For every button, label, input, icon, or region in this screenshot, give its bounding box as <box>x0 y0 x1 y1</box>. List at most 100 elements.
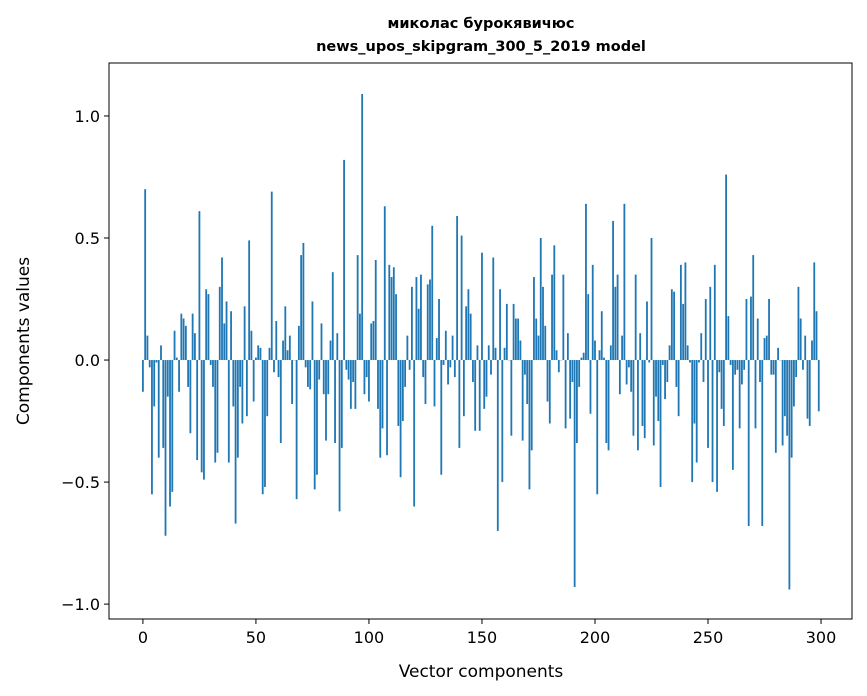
bar-115 <box>401 360 404 422</box>
bar-14 <box>173 330 176 361</box>
bar-159 <box>501 360 504 483</box>
x-tick-label: 250 <box>693 628 724 647</box>
bar-27 <box>203 360 205 480</box>
bar-267 <box>745 299 748 361</box>
bar-186 <box>562 274 565 361</box>
bar-283 <box>781 360 784 446</box>
bar-135 <box>447 360 449 385</box>
bar-31 <box>212 360 214 387</box>
bar-298 <box>815 311 818 361</box>
bar-39 <box>230 311 232 361</box>
bar-79 <box>320 323 323 361</box>
bar-212 <box>621 335 624 361</box>
bar-288 <box>793 360 795 407</box>
bar-114 <box>399 360 402 478</box>
bar-225 <box>650 238 653 361</box>
bar-77 <box>316 360 318 475</box>
bar-137 <box>451 335 454 361</box>
bar-102 <box>372 320 375 361</box>
bar-70 <box>300 255 303 361</box>
bar-216 <box>630 360 633 392</box>
bar-83 <box>329 340 332 361</box>
bar-64 <box>286 350 289 361</box>
bar-98 <box>363 360 366 395</box>
bar-295 <box>808 360 811 426</box>
bar-286 <box>788 360 791 590</box>
bar-38 <box>227 360 230 463</box>
bar-56 <box>268 347 271 361</box>
bar-207 <box>609 345 612 361</box>
bar-53 <box>261 360 264 495</box>
bar-54 <box>264 360 266 487</box>
bar-268 <box>747 360 750 527</box>
bar-109 <box>388 264 391 361</box>
bar-246 <box>698 360 700 363</box>
bar-208 <box>612 220 614 361</box>
bar-195 <box>582 352 585 361</box>
bar-241 <box>686 345 689 361</box>
bar-169 <box>524 360 526 375</box>
bar-49 <box>252 360 255 402</box>
bar-143 <box>465 306 468 361</box>
bar-199 <box>591 264 594 361</box>
bar-51 <box>257 345 260 361</box>
bar-201 <box>596 360 599 495</box>
bar-89 <box>343 159 345 361</box>
bar-276 <box>765 335 768 361</box>
bar-235 <box>673 291 676 361</box>
bar-63 <box>284 306 287 361</box>
bar-46 <box>245 360 248 417</box>
bar-157 <box>496 360 499 531</box>
bar-272 <box>756 318 759 361</box>
bar-181 <box>551 274 553 361</box>
bar-11 <box>166 360 169 397</box>
bar-92 <box>349 360 352 409</box>
bar-19 <box>184 325 187 361</box>
x-axis-label: Vector components <box>399 662 564 682</box>
bar-287 <box>790 360 793 458</box>
bar-237 <box>677 360 680 417</box>
bar-24 <box>196 360 199 461</box>
bar-228 <box>657 360 660 422</box>
bar-8 <box>160 345 162 361</box>
chart-title-line-1: миколас бурокявичюс <box>388 16 575 32</box>
bar-37 <box>225 301 228 361</box>
bar-113 <box>397 360 400 426</box>
bar-278 <box>770 360 773 375</box>
bar-151 <box>483 360 486 409</box>
bar-45 <box>243 306 246 361</box>
bar-152 <box>485 360 488 397</box>
bar-95 <box>356 255 359 361</box>
bar-112 <box>395 294 397 361</box>
bar-72 <box>304 360 307 368</box>
bar-61 <box>279 360 282 444</box>
bar-107 <box>383 206 386 361</box>
bar-122 <box>417 308 420 361</box>
bar-134 <box>444 330 447 361</box>
bar-81 <box>325 360 327 441</box>
bar-173 <box>533 277 535 361</box>
bar-187 <box>564 360 567 429</box>
bar-180 <box>548 360 551 424</box>
bar-166 <box>517 318 520 361</box>
bar-230 <box>661 360 664 365</box>
bar-6 <box>155 360 158 363</box>
bar-74 <box>309 360 312 390</box>
bar-140 <box>458 360 461 448</box>
bar-255 <box>718 360 721 373</box>
y-tick-label: −1.0 <box>61 595 100 614</box>
bar-96 <box>359 313 361 361</box>
bar-108 <box>386 360 388 456</box>
bar-145 <box>469 313 472 361</box>
bar-210 <box>616 274 619 361</box>
bar-218 <box>634 274 637 361</box>
bar-179 <box>546 360 549 402</box>
bar-262 <box>734 360 737 375</box>
bar-188 <box>566 333 569 361</box>
bar-101 <box>370 323 373 361</box>
bar-29 <box>207 294 210 361</box>
bar-289 <box>795 360 798 378</box>
bar-222 <box>643 360 646 439</box>
bar-22 <box>191 313 194 361</box>
bar-194 <box>580 357 583 361</box>
